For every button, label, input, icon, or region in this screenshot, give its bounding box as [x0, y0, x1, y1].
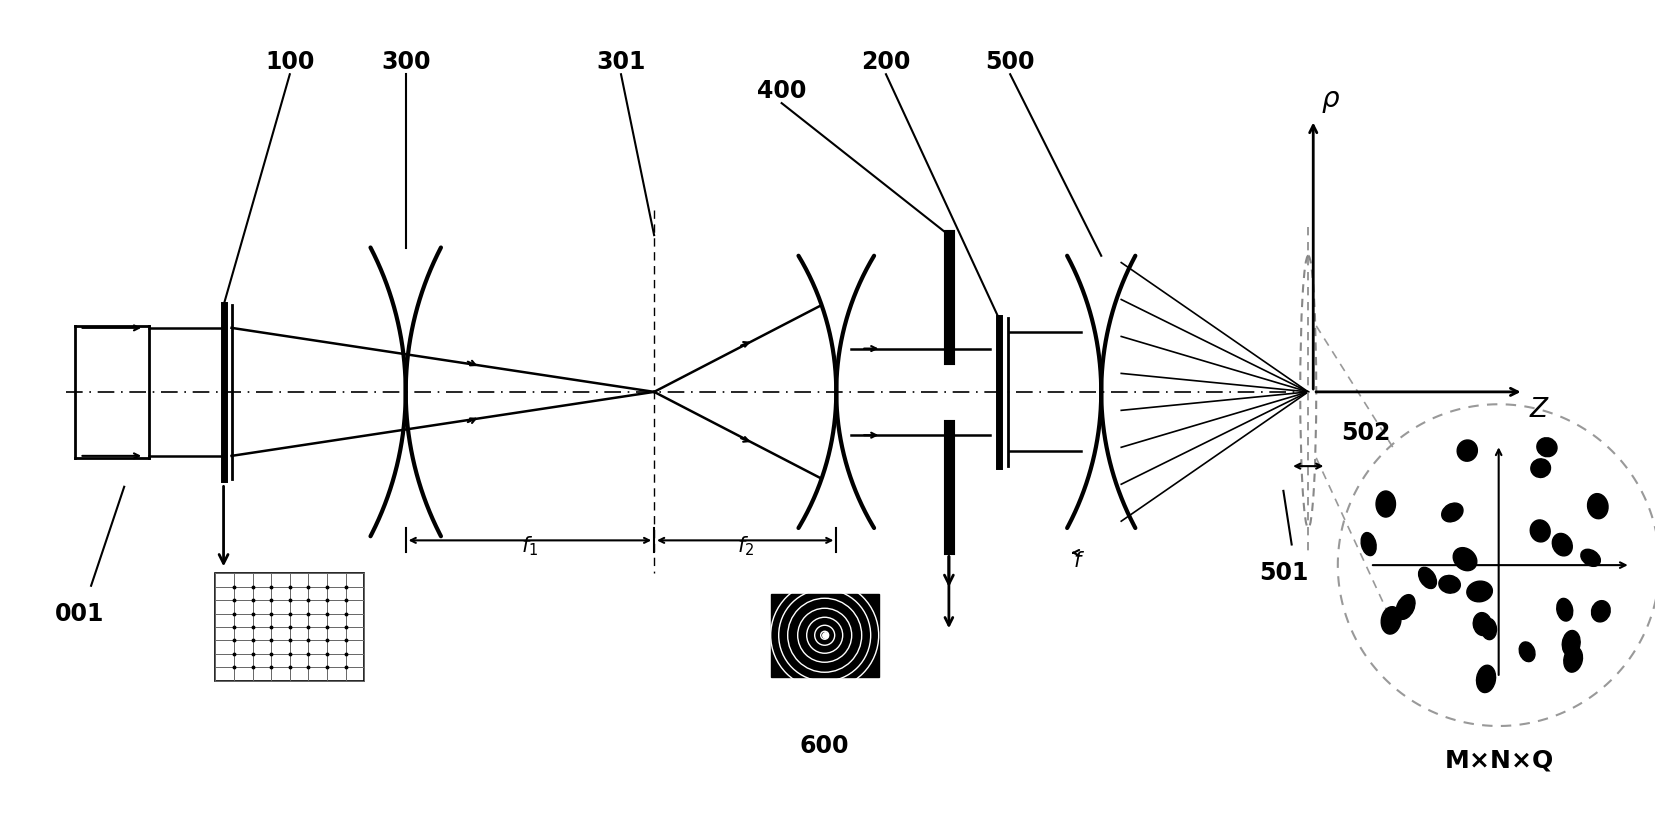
Text: 501: 501: [1258, 561, 1307, 585]
Ellipse shape: [1536, 438, 1556, 457]
Bar: [215, 573, 364, 681]
Ellipse shape: [1587, 493, 1607, 519]
Text: $Z$: $Z$: [1528, 397, 1549, 423]
Text: 001: 001: [55, 602, 104, 626]
Ellipse shape: [1466, 581, 1491, 601]
Ellipse shape: [1590, 601, 1609, 622]
Text: $f_2$: $f_2$: [736, 535, 753, 559]
Ellipse shape: [1456, 440, 1476, 461]
Ellipse shape: [1556, 598, 1572, 621]
Ellipse shape: [1360, 533, 1375, 555]
Bar: [770, 594, 877, 676]
Text: 301: 301: [596, 50, 645, 74]
Text: $f$: $f$: [1072, 551, 1084, 571]
Ellipse shape: [1418, 568, 1435, 588]
Ellipse shape: [1562, 647, 1582, 672]
Ellipse shape: [1518, 642, 1534, 662]
Ellipse shape: [1481, 618, 1496, 639]
Text: $\rho$: $\rho$: [1321, 87, 1341, 115]
Text: 500: 500: [985, 50, 1034, 74]
Text: 400: 400: [756, 79, 806, 103]
Text: $f_1$: $f_1$: [521, 535, 538, 559]
Text: 300: 300: [381, 50, 430, 74]
Text: 600: 600: [799, 734, 849, 758]
Ellipse shape: [1453, 548, 1476, 571]
Ellipse shape: [1581, 549, 1599, 566]
Ellipse shape: [1561, 630, 1579, 656]
Ellipse shape: [1438, 575, 1460, 593]
Text: $\mathbf{M{\times}N{\times}Q}$: $\mathbf{M{\times}N{\times}Q}$: [1443, 748, 1552, 773]
Ellipse shape: [1529, 520, 1549, 542]
Ellipse shape: [1551, 534, 1571, 556]
Text: 502: 502: [1341, 421, 1390, 446]
Ellipse shape: [1442, 503, 1461, 522]
Ellipse shape: [1476, 665, 1494, 692]
Ellipse shape: [1375, 491, 1395, 517]
Text: 200: 200: [861, 50, 910, 74]
Ellipse shape: [1473, 613, 1491, 635]
Text: 100: 100: [265, 50, 314, 74]
Ellipse shape: [1395, 595, 1413, 620]
Ellipse shape: [1380, 606, 1400, 634]
Ellipse shape: [1529, 459, 1549, 478]
